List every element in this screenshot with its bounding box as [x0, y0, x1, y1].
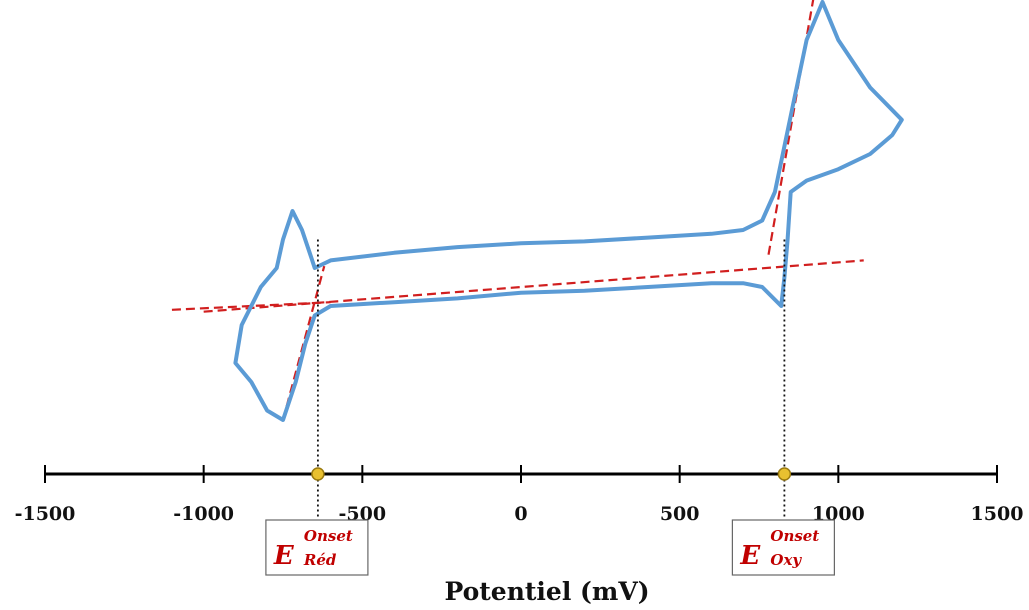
onset-label-E: E — [273, 541, 295, 571]
onset-label-subscript: Réd — [303, 551, 337, 569]
onset-label-box — [265, 519, 369, 576]
onset-label-subscript: Oxy — [770, 551, 802, 569]
x-tick-label: 1500 — [971, 503, 1024, 525]
onset-label: E Onset Réd — [265, 519, 369, 576]
onset-label-superscript: Onset — [770, 527, 819, 545]
x-tick-label: -1000 — [173, 503, 234, 525]
onset-guides — [317, 239, 786, 518]
onset-label-superscript: Onset — [304, 527, 353, 545]
tangent-line — [203, 259, 864, 313]
onset-label-E: E — [739, 541, 761, 571]
cv-curve — [233, 0, 904, 422]
x-tick-label: 0 — [514, 503, 527, 525]
tangent-line — [281, 265, 326, 421]
tangent-line — [767, 0, 815, 255]
x-axis-ticks — [44, 465, 998, 483]
tangent-line — [171, 301, 331, 311]
onset-markers — [311, 467, 792, 481]
x-tick-label: 500 — [660, 503, 700, 525]
tangent-lines — [171, 0, 864, 421]
x-tick-label: -1500 — [15, 503, 76, 525]
x-tick-labels: -1500 -1000 -500 0 500 1000 1500 — [15, 503, 1024, 525]
x-axis-title: Potentiel (mV) — [444, 577, 649, 606]
onset-marker — [777, 467, 792, 481]
onset-label: E Onset Oxy — [731, 519, 835, 576]
onset-marker — [311, 467, 325, 481]
onset-labels: E Onset Réd E Onset Oxy — [265, 519, 835, 576]
onset-label-box — [731, 519, 835, 576]
